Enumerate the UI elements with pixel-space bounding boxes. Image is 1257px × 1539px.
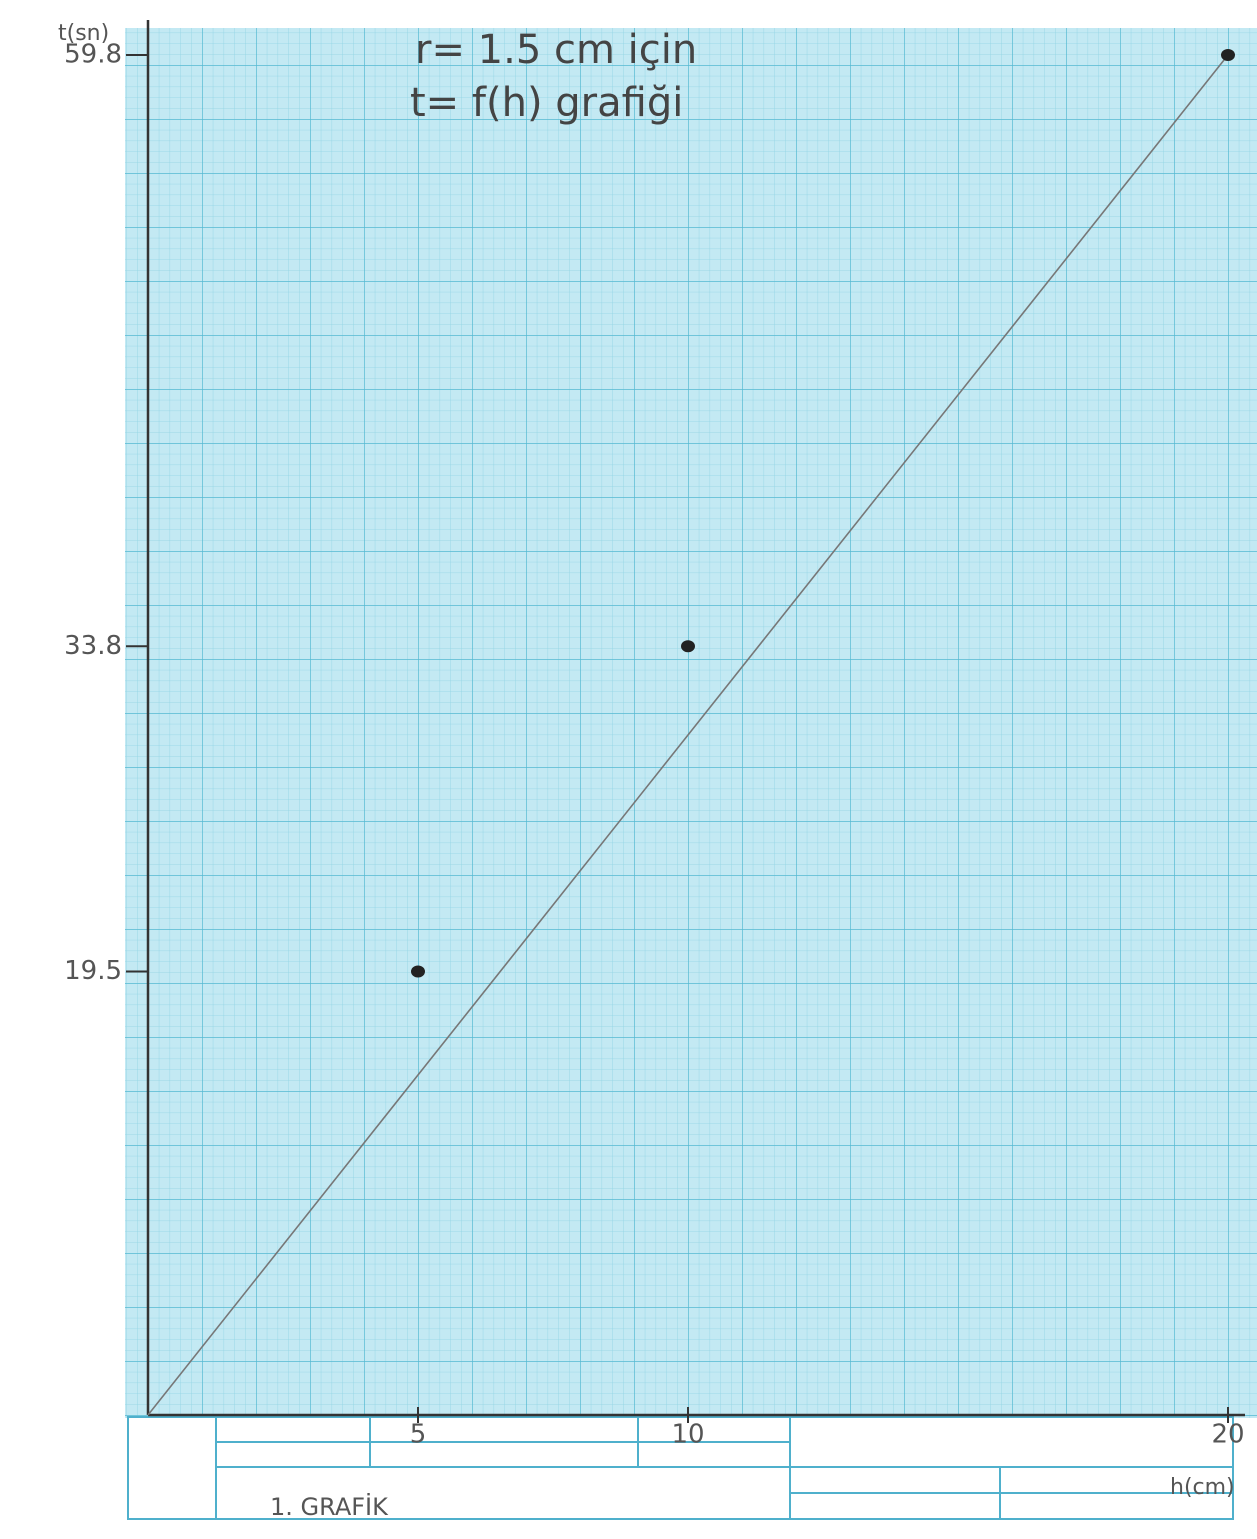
x-tick-label: 20 [1211, 1420, 1244, 1450]
chart-title: r= 1.5 cm için [415, 27, 697, 73]
y-tick-label: 59.8 [64, 40, 122, 70]
chart-subtitle: t= f(h) grafiği [410, 80, 683, 126]
footer-table [127, 1416, 1234, 1520]
y-tick-label: 19.5 [64, 956, 122, 986]
graph-grid [125, 28, 1257, 1418]
y-tick-label: 33.8 [64, 631, 122, 661]
data-point [1221, 49, 1235, 61]
trend-line [147, 54, 1229, 1416]
x-tick-label: 5 [410, 1420, 427, 1450]
data-point [411, 965, 425, 978]
y-axis-label: t(sn) [58, 21, 109, 46]
x-axis-label: h(cm) [1170, 1475, 1235, 1500]
footer-label: 1. GRAFİK [270, 1492, 389, 1521]
data-point [681, 640, 695, 653]
x-tick-label: 10 [671, 1420, 704, 1450]
